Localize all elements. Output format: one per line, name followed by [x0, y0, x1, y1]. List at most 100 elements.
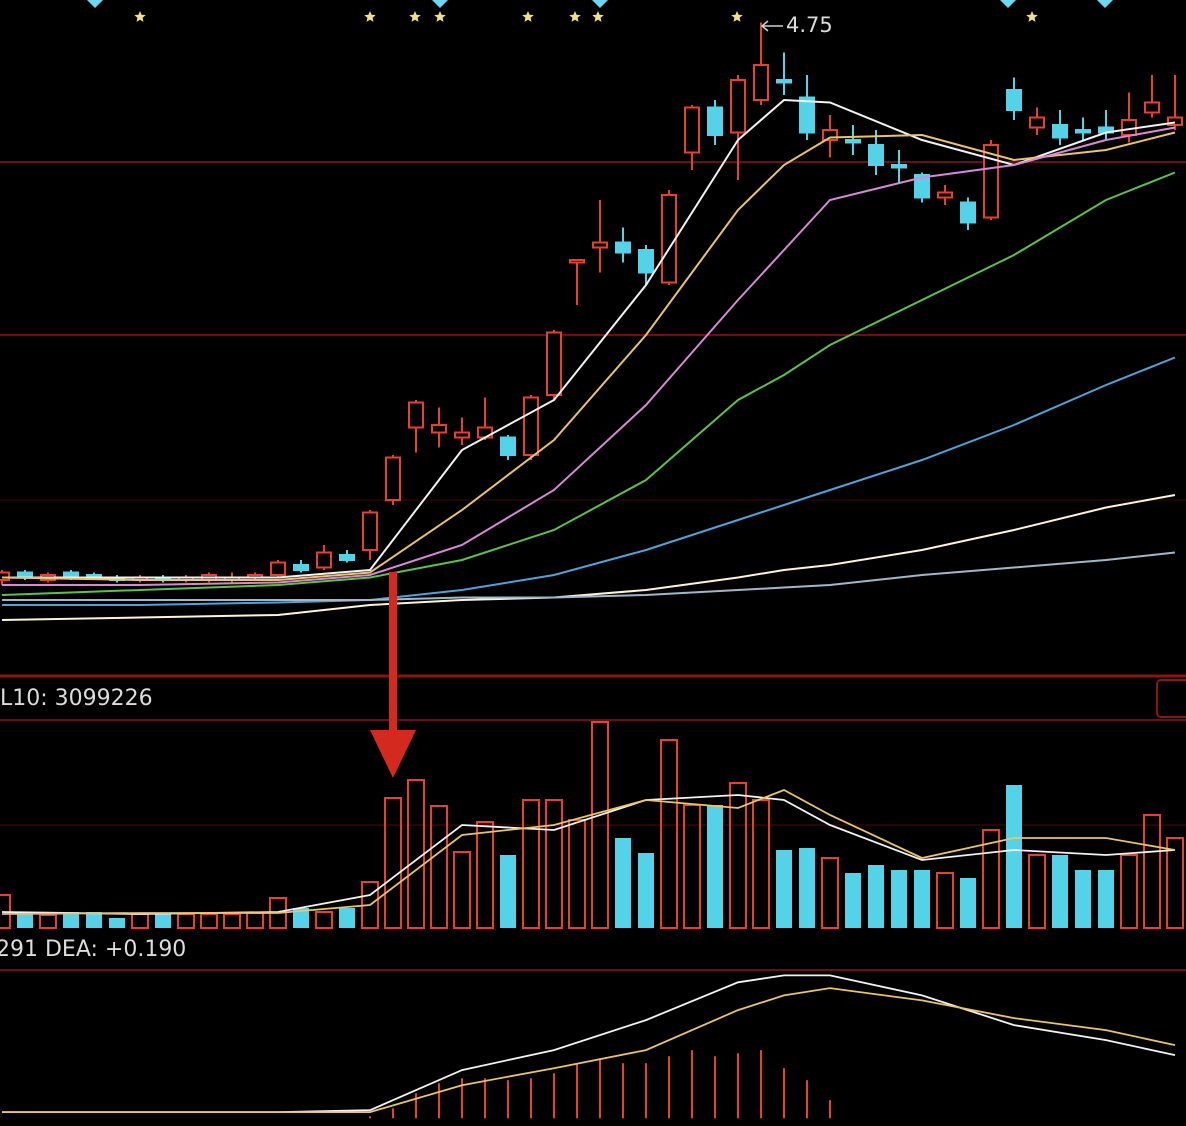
volume-bar	[1075, 870, 1091, 928]
candle-body	[477, 426, 493, 439]
average-line	[2, 974, 1176, 1113]
candle-body	[845, 139, 861, 144]
candle-body	[1144, 101, 1160, 114]
volume-bar	[568, 819, 586, 929]
average-line	[1, 131, 1176, 581]
volume-bar	[17, 912, 33, 928]
candle-body	[1167, 116, 1183, 126]
volume-bar	[545, 799, 563, 929]
candle-body	[569, 259, 585, 264]
volume-bar	[729, 782, 747, 929]
candle-body	[0, 571, 10, 581]
signal-diamond	[87, 0, 103, 8]
candle-body	[362, 511, 378, 551]
candle-body	[661, 194, 677, 284]
signal-diamond	[1097, 0, 1113, 8]
candle-body	[500, 436, 516, 456]
volume-bar	[960, 878, 976, 928]
volume-bar	[339, 908, 355, 928]
volume-bar	[223, 913, 241, 929]
candle-body	[684, 106, 700, 154]
volume-bar	[936, 872, 954, 929]
volume-bar	[638, 853, 654, 928]
signal-star	[569, 11, 581, 22]
volume-bar	[1052, 855, 1068, 928]
volume-bar	[591, 721, 609, 929]
signal-star	[434, 11, 446, 22]
average-line	[2, 551, 1176, 601]
candle-body	[592, 241, 608, 249]
volume-bar	[131, 913, 149, 929]
candle-body	[960, 201, 976, 224]
volume-bar	[155, 913, 171, 928]
average-line	[2, 987, 1176, 1113]
candle-body	[1052, 124, 1068, 139]
candle-body	[339, 554, 355, 561]
average-line	[2, 98, 1176, 579]
volume-bar	[522, 799, 540, 929]
candle-body	[408, 401, 424, 429]
candle-body	[753, 64, 769, 101]
volume-bar	[430, 805, 448, 929]
candle-body	[937, 191, 953, 199]
volume-bar	[683, 804, 701, 929]
candle-body	[615, 241, 631, 254]
candle-body	[799, 96, 815, 134]
volume-bar	[1028, 854, 1046, 929]
signal-star	[364, 11, 376, 22]
signal-star	[409, 11, 421, 22]
candle-body	[270, 561, 286, 576]
macd-label: 291 DEA: +0.190	[0, 937, 186, 962]
candle-body	[316, 551, 332, 569]
volume-bar	[776, 850, 792, 928]
volume-bar	[1143, 814, 1161, 929]
signal-diamond	[432, 0, 448, 8]
volume-bar	[891, 870, 907, 928]
candle-body	[776, 79, 792, 84]
volume-bar	[752, 799, 770, 929]
volume-bar	[1166, 837, 1184, 929]
candle-body	[983, 144, 999, 219]
volume-bar	[1006, 785, 1022, 928]
average-line	[2, 126, 1176, 586]
volume-bar	[315, 911, 333, 929]
candle-body	[385, 456, 401, 501]
volume-bar	[845, 873, 861, 928]
arrow	[370, 572, 416, 778]
volume-bar	[109, 918, 125, 928]
signal-star	[592, 11, 604, 22]
volume-bar	[821, 857, 839, 929]
average-line	[1, 794, 1176, 915]
button-frame	[1156, 679, 1186, 718]
candle-body	[523, 396, 539, 456]
volume-bar	[200, 913, 218, 929]
candle-body	[914, 174, 930, 199]
candle-body	[891, 164, 907, 169]
volume-bar	[384, 797, 402, 929]
signal-star	[522, 11, 534, 22]
volume-bar	[476, 821, 494, 929]
high-pointer	[760, 20, 769, 32]
volume-bar	[500, 855, 516, 928]
volume-bar	[1098, 870, 1114, 928]
average-line	[2, 356, 1176, 606]
signal-diamond	[1000, 0, 1016, 8]
volume-bar	[453, 851, 471, 929]
candle-body	[1029, 116, 1045, 129]
candle-body	[1075, 129, 1091, 134]
candle-body	[546, 331, 562, 396]
high-label: 4.75	[786, 13, 833, 37]
candle-body	[454, 431, 470, 439]
average-line	[1, 494, 1176, 621]
volume-bar	[86, 912, 102, 928]
arrow-head	[370, 730, 416, 778]
average-line	[1, 171, 1176, 596]
volume-bar	[63, 912, 79, 928]
signal-star	[731, 11, 743, 22]
volume-bar	[246, 912, 264, 929]
arrow-shaft	[389, 572, 397, 734]
volume-bar	[1120, 854, 1138, 929]
volume-label: L10: 3099226	[0, 686, 153, 711]
